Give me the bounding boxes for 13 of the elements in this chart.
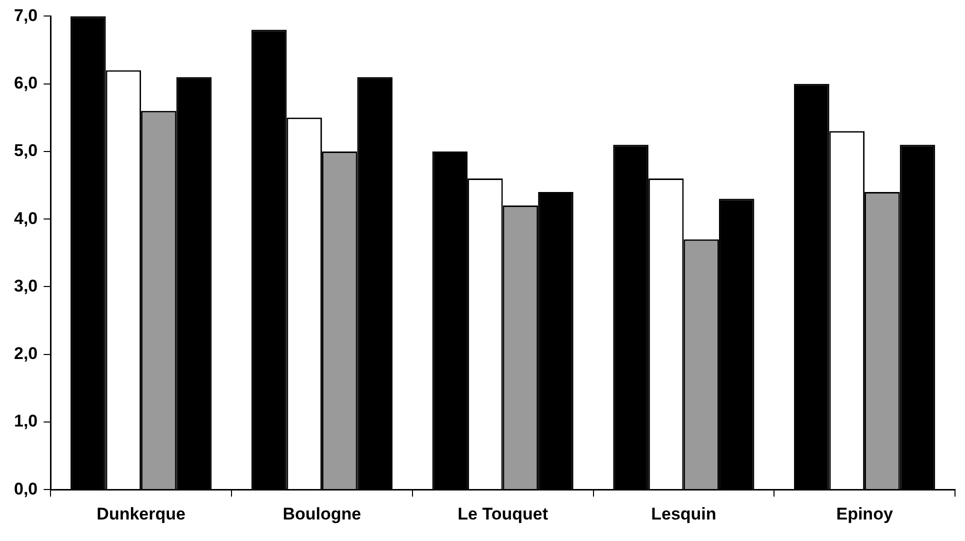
x-tick-label: Epinoy [836, 504, 894, 524]
y-tick-label: 2,0 [14, 344, 38, 364]
x-tick-label: Boulogne [282, 504, 362, 524]
x-tick-label: Lesquin [651, 504, 716, 524]
y-tick-label: 7,0 [14, 6, 38, 25]
x-tick-label: Dunkerque [96, 504, 186, 524]
y-tick-label: 6,0 [14, 74, 38, 93]
y-tick-label: 0,0 [14, 479, 38, 498]
x-tick-label: Le Touquet [458, 504, 548, 524]
y-tick-label: 4,0 [14, 208, 38, 228]
y-tick-label: 3,0 [14, 276, 38, 296]
y-tick-label: 1,0 [14, 412, 38, 431]
y-tick-label: 5,0 [14, 141, 38, 160]
